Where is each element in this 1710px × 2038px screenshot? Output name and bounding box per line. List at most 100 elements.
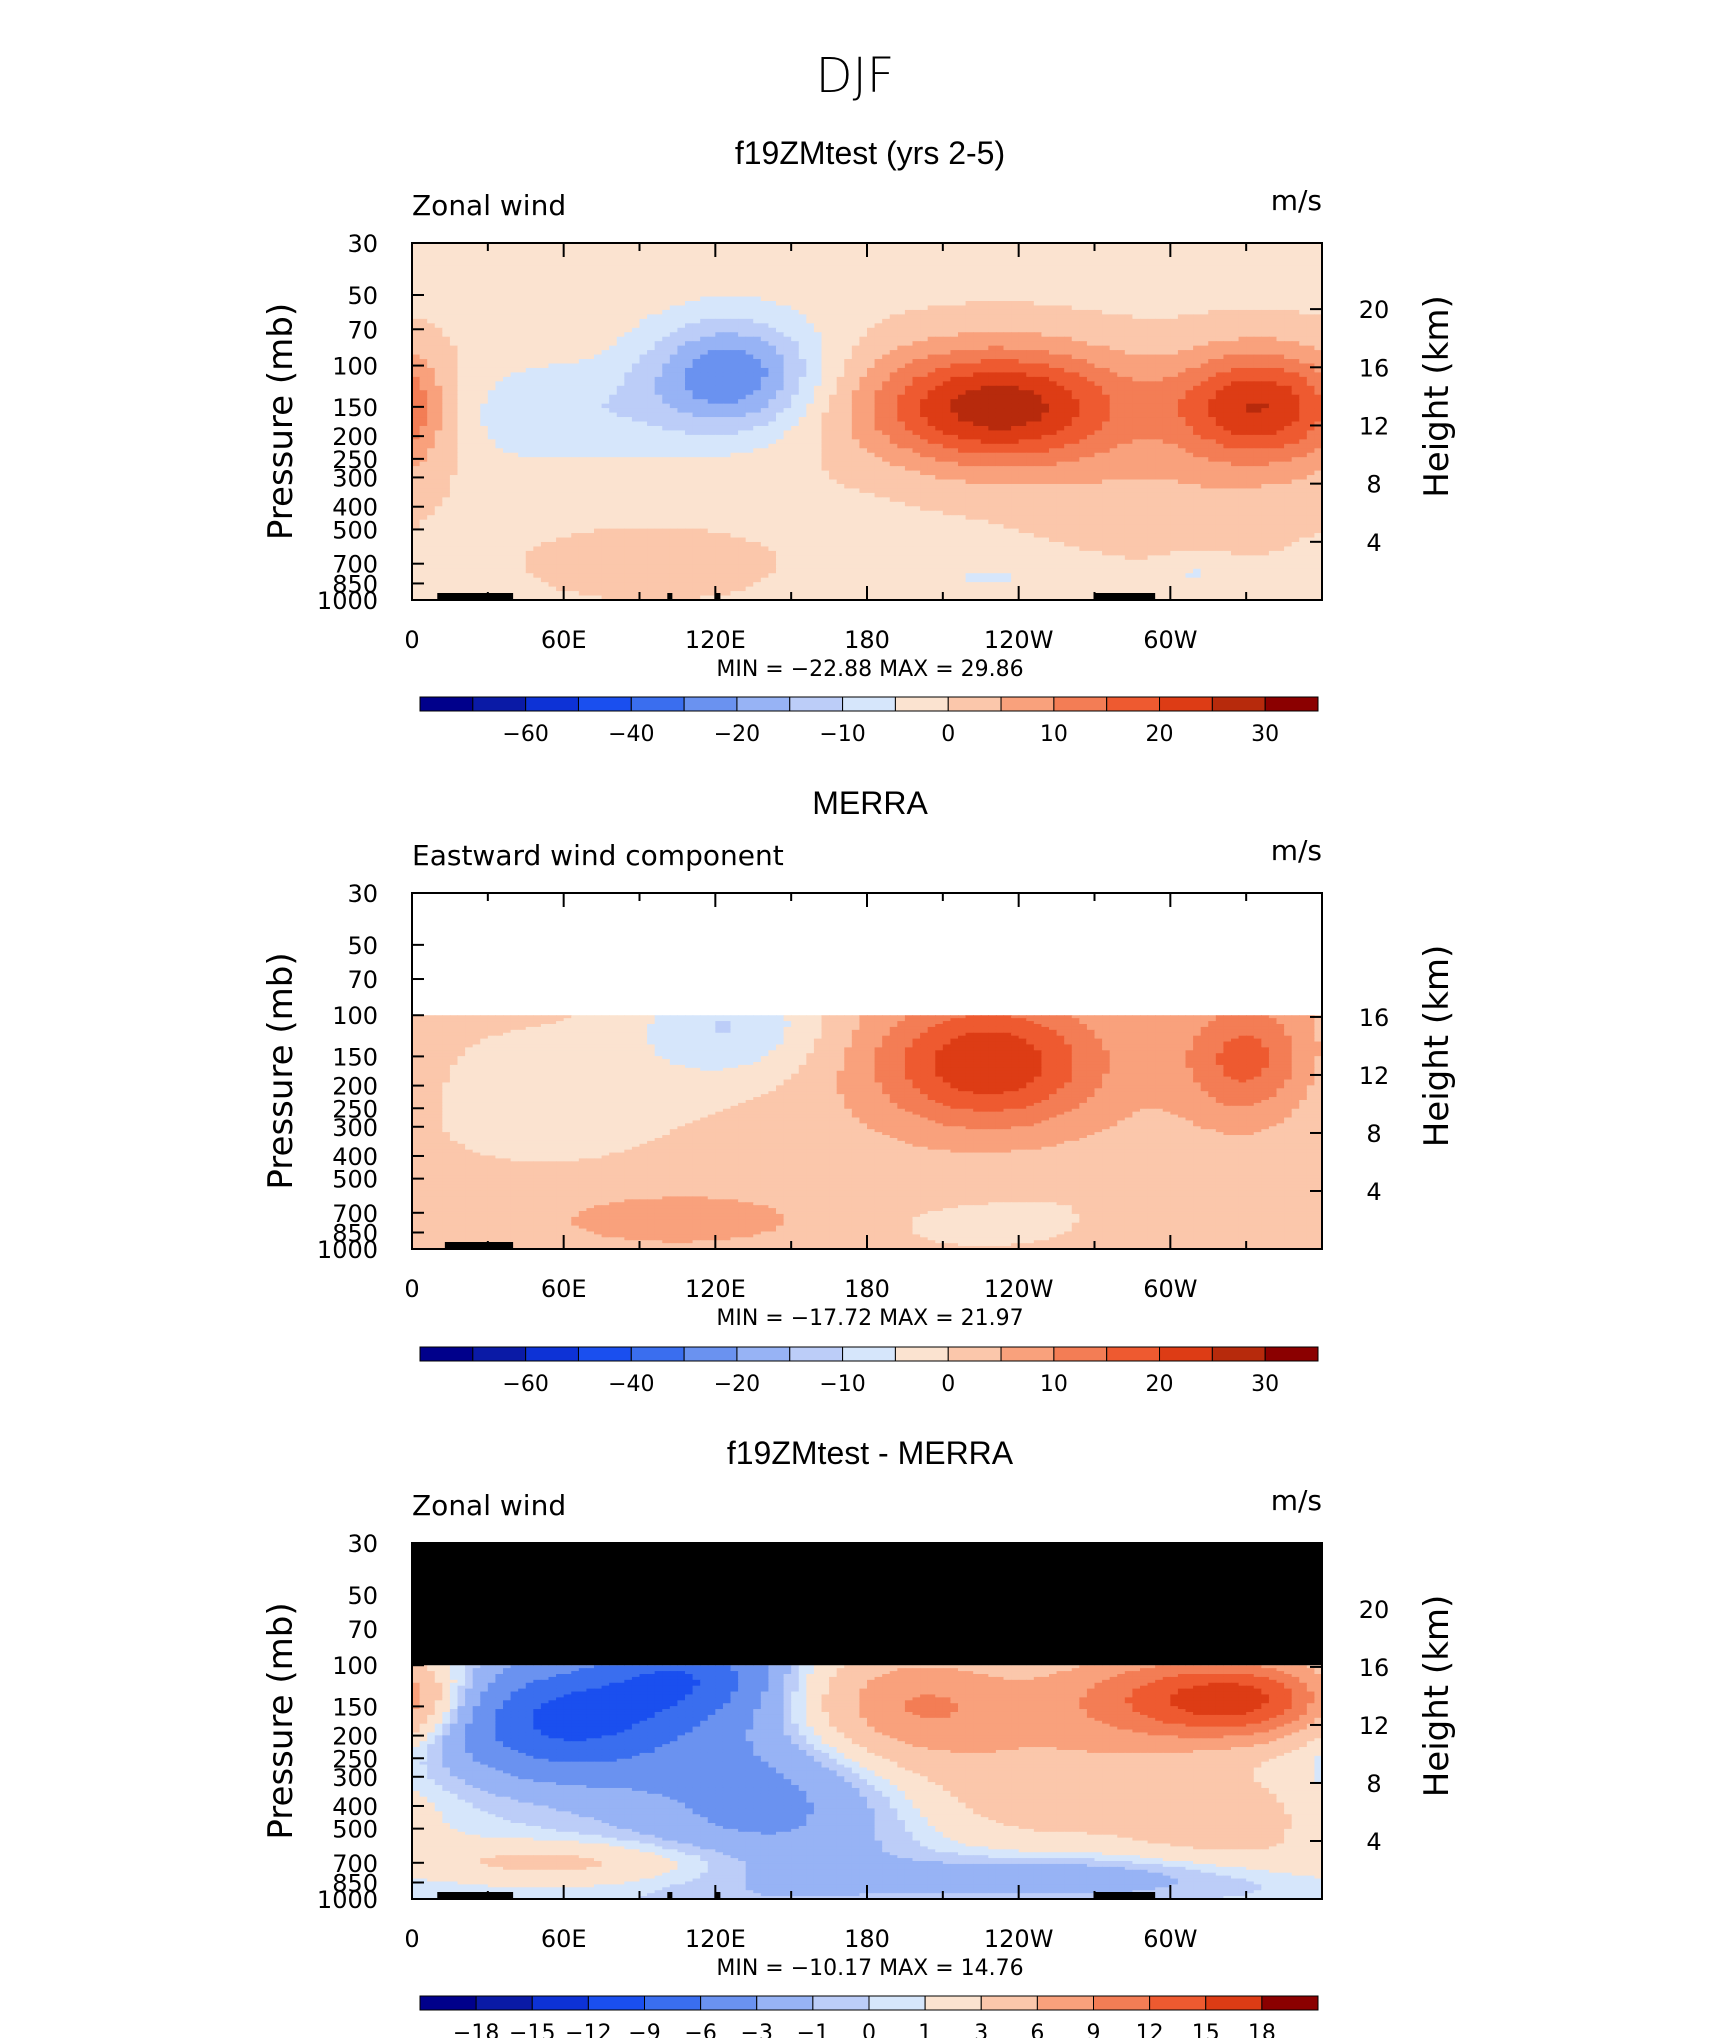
contour-cell <box>966 337 974 342</box>
contour-cell <box>1057 256 1065 261</box>
contour-cell <box>1216 332 1224 337</box>
contour-cell <box>844 283 852 288</box>
contour-cell <box>715 319 723 324</box>
contour-cell <box>662 372 670 377</box>
contour-cell <box>806 265 814 270</box>
contour-cell <box>586 332 594 337</box>
contour-cell <box>1034 283 1042 288</box>
contour-cell <box>480 381 488 386</box>
contour-cell <box>533 328 541 333</box>
contour-cell <box>746 314 754 319</box>
contour-cell <box>1163 301 1171 306</box>
contour-cell <box>928 247 936 252</box>
contour-cell <box>640 368 648 373</box>
contour-cell <box>465 310 473 315</box>
contour-cell <box>609 292 617 297</box>
contour-cell <box>1011 270 1019 275</box>
contour-cell <box>632 323 640 328</box>
contour-cell <box>1125 341 1133 346</box>
contour-cell <box>541 368 549 373</box>
contour-cell <box>867 372 875 377</box>
contour-cell <box>1049 314 1057 319</box>
contour-cell <box>564 346 572 351</box>
contour-cell <box>920 381 928 386</box>
contour-cell <box>935 337 943 342</box>
contour-cell <box>1110 341 1118 346</box>
contour-cell <box>867 265 875 270</box>
contour-cell <box>1239 337 1247 342</box>
contour-cell <box>670 319 678 324</box>
contour-cell <box>1299 314 1307 319</box>
contour-cell <box>556 377 564 382</box>
contour-cell <box>624 288 632 293</box>
contour-cell <box>1155 274 1163 279</box>
contour-cell <box>1148 270 1156 275</box>
contour-cell <box>1201 355 1209 360</box>
contour-cell <box>1155 292 1163 297</box>
contour-cell <box>541 337 549 342</box>
contour-cell <box>1095 305 1103 310</box>
contour-cell <box>943 274 951 279</box>
contour-cell <box>996 346 1004 351</box>
contour-cell <box>488 283 496 288</box>
contour-cell <box>1117 265 1125 270</box>
contour-cell <box>708 346 716 351</box>
contour-cell <box>677 252 685 257</box>
contour-cell <box>852 355 860 360</box>
contour-cell <box>1261 305 1269 310</box>
contour-cell <box>943 252 951 257</box>
contour-cell <box>541 279 549 284</box>
contour-cell <box>549 332 557 337</box>
contour-cell <box>753 341 761 346</box>
contour-cell <box>1155 341 1163 346</box>
contour-cell <box>806 359 814 364</box>
contour-cell <box>958 346 966 351</box>
contour-cell <box>450 341 458 346</box>
contour-cell <box>427 359 435 364</box>
contour-cell <box>1034 256 1042 261</box>
contour-cell <box>973 261 981 266</box>
contour-cell <box>867 261 875 266</box>
contour-cell <box>1254 247 1262 252</box>
contour-cell <box>1125 279 1133 284</box>
contour-cell <box>1163 256 1171 261</box>
contour-cell <box>1117 301 1125 306</box>
contour-cell <box>1026 363 1034 368</box>
contour-cell <box>1087 301 1095 306</box>
contour-cell <box>442 355 450 360</box>
contour-cell <box>655 346 663 351</box>
contour-cell <box>1019 301 1027 306</box>
contour-cell <box>1026 346 1034 351</box>
contour-cell <box>1216 261 1224 266</box>
contour-cell <box>859 256 867 261</box>
contour-cell <box>913 355 921 360</box>
contour-cell <box>875 377 883 382</box>
contour-cell <box>852 377 860 382</box>
contour-cell <box>1307 292 1315 297</box>
contour-cell <box>890 350 898 355</box>
contour-cell <box>981 261 989 266</box>
contour-cell <box>1261 292 1269 297</box>
contour-cell <box>586 256 594 261</box>
contour-cell <box>1064 274 1072 279</box>
contour-cell <box>533 314 541 319</box>
contour-cell <box>1087 283 1095 288</box>
contour-cell <box>488 279 496 284</box>
contour-cell <box>1004 377 1012 382</box>
contour-cell <box>503 337 511 342</box>
contour-cell <box>1140 346 1148 351</box>
contour-cell <box>1041 332 1049 337</box>
contour-cell <box>541 355 549 360</box>
contour-cell <box>1239 341 1247 346</box>
contour-cell <box>549 305 557 310</box>
contour-cell <box>920 270 928 275</box>
contour-cell <box>715 377 723 382</box>
contour-cell <box>1064 328 1072 333</box>
contour-cell <box>1026 288 1034 293</box>
contour-cell <box>677 270 685 275</box>
contour-cell <box>1087 337 1095 342</box>
contour-cell <box>1026 292 1034 297</box>
contour-cell <box>905 274 913 279</box>
contour-cell <box>784 261 792 266</box>
contour-cell <box>640 350 648 355</box>
